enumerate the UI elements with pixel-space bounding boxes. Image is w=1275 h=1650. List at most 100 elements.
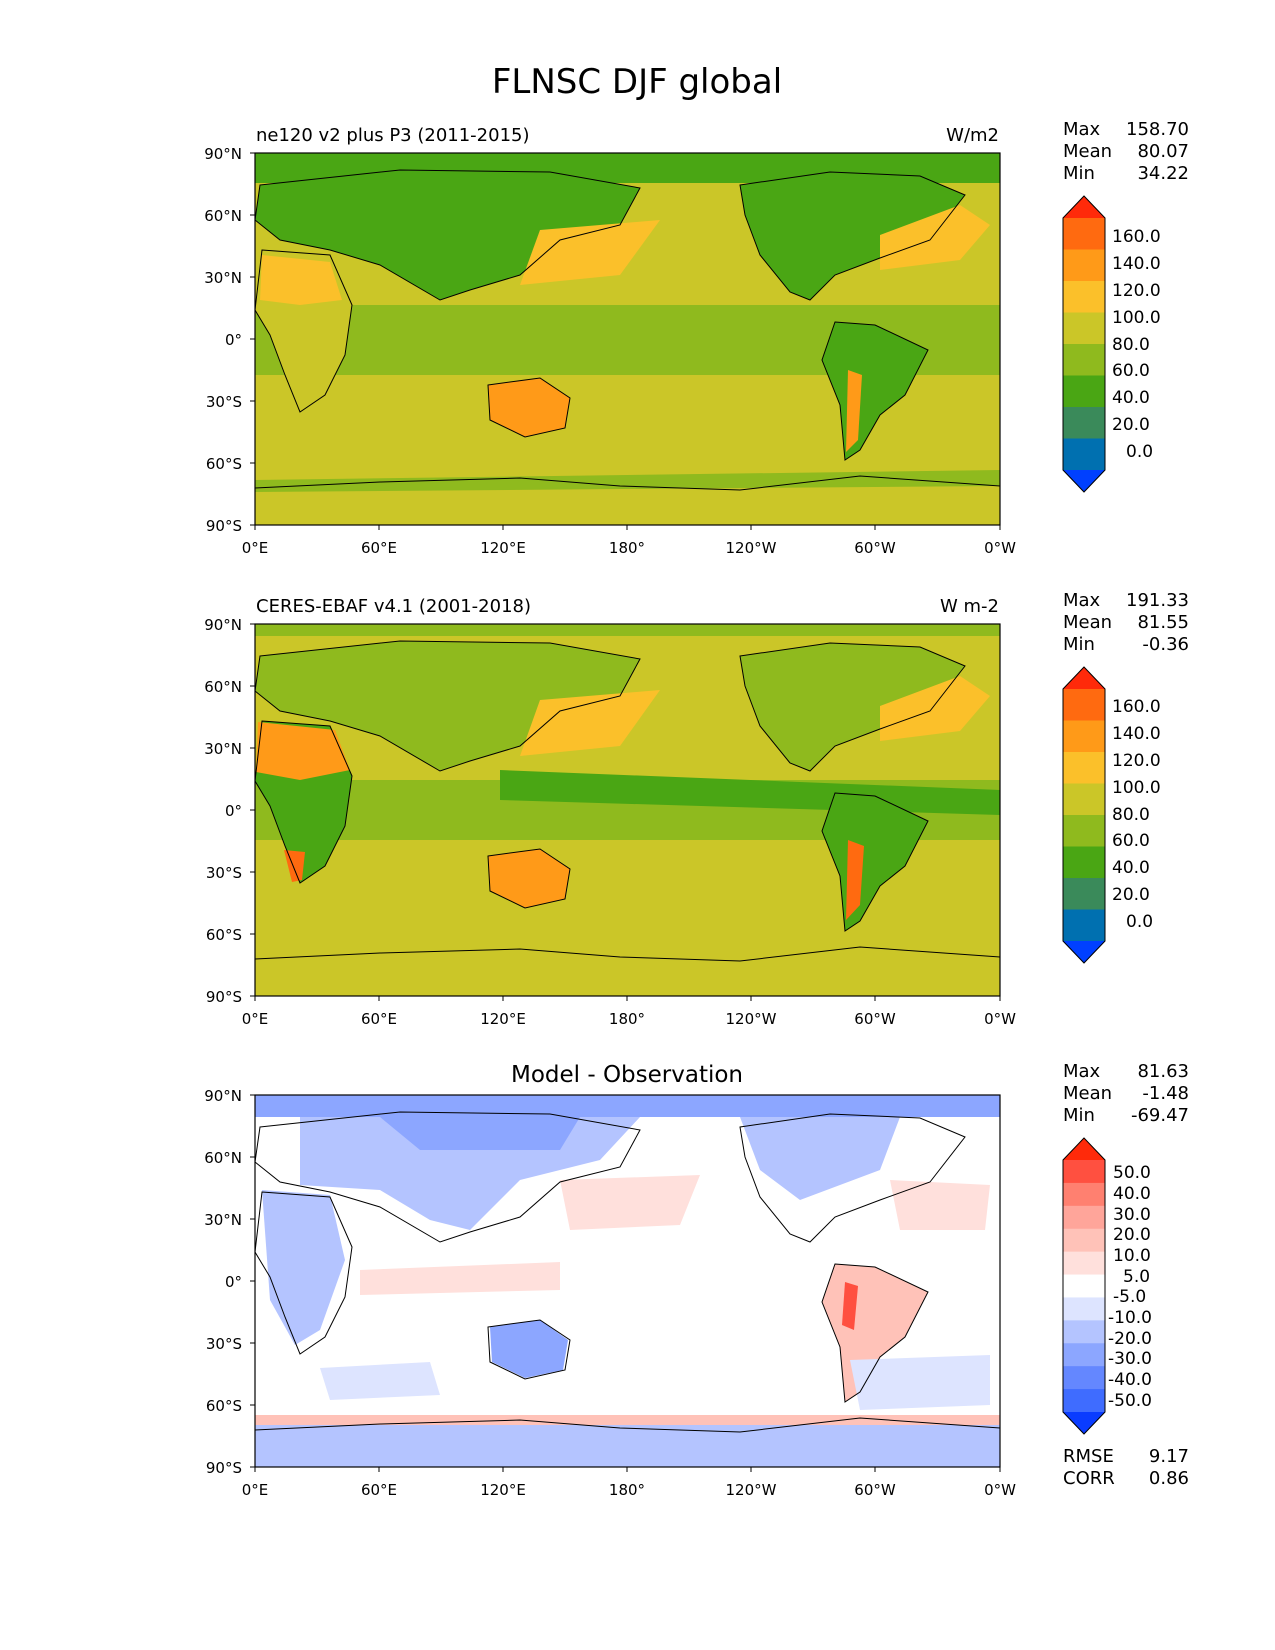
andes-positive [842, 1282, 858, 1330]
colorbar-tick-label: -20.0 [1108, 1329, 1152, 1349]
y-tick-label: 0° [225, 802, 242, 820]
colorbar [1062, 1137, 1106, 1435]
x-tick-label: 0°W [984, 539, 1016, 557]
andes-warm [846, 370, 862, 452]
x-tick-label: 120°E [480, 1481, 526, 1499]
antarctic-land [255, 959, 1000, 996]
colorbar-segment [1063, 375, 1105, 408]
equatorial-positive [360, 1262, 560, 1295]
colorbar-tick-label: 0.0 [1126, 912, 1153, 932]
x-tick-label: 120°W [726, 1481, 777, 1499]
x-tick-mark [254, 525, 1001, 530]
x-axis: 0°E 60°E 120°E 180° 120°W 60°W 0°W [242, 996, 1016, 1028]
colorbar-segment [1063, 407, 1105, 439]
colorbar-segment [1063, 281, 1105, 313]
stat-mean-value: 80.07 [1137, 141, 1189, 162]
stat-max-value: 158.70 [1126, 119, 1189, 140]
colorbar-tick-label: -5.0 [1113, 1287, 1146, 1307]
x-tick-mark [254, 1467, 1001, 1472]
stat-min-value: -0.36 [1142, 634, 1189, 655]
panel-title: ne120 v2 plus P3 (2011-2015) [256, 125, 530, 146]
x-axis: 0°E 60°E 120°E 180° 120°W 60°W 0°W [242, 1467, 1016, 1499]
corr-label: CORR [1063, 1468, 1115, 1489]
x-tick-label: 120°E [480, 539, 526, 557]
x-tick-label: 60°E [361, 1010, 397, 1028]
colorbar-segment [1063, 909, 1105, 942]
land-australia [488, 378, 570, 437]
colorbar-segment [1063, 846, 1105, 879]
africa-negative [262, 1190, 345, 1345]
colorbar-segment [1063, 1274, 1105, 1298]
colorbar-outline [1062, 666, 1106, 964]
x-tick-label: 0°E [242, 1481, 269, 1499]
colorbar-segment [1063, 815, 1105, 847]
y-tick-label: 60°N [204, 207, 242, 225]
stat-mean-label: Mean [1063, 1083, 1112, 1104]
rmse-label: RMSE [1063, 1446, 1114, 1467]
x-tick-label: 120°E [480, 1010, 526, 1028]
y-tick-label: 90°N [204, 616, 242, 634]
colorbar-tick-label: -30.0 [1108, 1349, 1152, 1369]
y-tick-label: 90°N [204, 1087, 242, 1105]
x-tick-label: 120°W [726, 1010, 777, 1028]
colorbar-labels: 160.0 140.0 120.0 100.0 80.0 60.0 40.0 2… [1112, 697, 1161, 932]
land-eurasia [255, 170, 640, 300]
map-field [255, 624, 1000, 996]
stat-max-label: Max [1063, 590, 1101, 611]
colorbar-segment [1063, 783, 1105, 816]
arctic-negative [255, 1095, 1000, 1117]
colorbar-tick-label: 100.0 [1112, 308, 1161, 328]
antarctic-land [255, 488, 1000, 525]
southern-ocean-negative [320, 1362, 440, 1400]
stats-block: Max 191.33 Mean 81.55 Min -0.36 [1063, 590, 1189, 655]
y-tick-label: 60°N [204, 678, 242, 696]
colorbar [1062, 666, 1106, 964]
colorbar-tick-label: 20.0 [1112, 415, 1150, 435]
gulfstream-warm [880, 676, 990, 741]
colorbar-segment [1063, 312, 1105, 345]
coastline [255, 1111, 1000, 1433]
namerica-negative [740, 1117, 900, 1200]
x-tick-label: 0°E [242, 1010, 269, 1028]
colorbar-tick-label: 120.0 [1112, 751, 1161, 771]
y-axis: 90°N 60°N 30°N 0° 30°S 60°S 90°S [204, 1087, 255, 1477]
x-tick-label: 60°W [854, 539, 896, 557]
pacific-positive [560, 1175, 700, 1230]
x-tick-label: 0°E [242, 539, 269, 557]
x-tick-label: 60°E [361, 1481, 397, 1499]
y-tick-label: 0° [225, 331, 242, 349]
x-tick-mark [254, 996, 1001, 1001]
colorbar-labels: 160.0 140.0 120.0 100.0 80.0 60.0 40.0 2… [1112, 227, 1161, 462]
colorbar-segment [1063, 1297, 1105, 1321]
stat-min-value: 34.22 [1137, 163, 1189, 184]
stat-max-label: Max [1063, 119, 1101, 140]
colorbar-segment [1063, 1251, 1105, 1276]
sahara-warm [260, 255, 342, 305]
colorbar-extend-min [1063, 941, 1105, 963]
colorbar-outline [1062, 1137, 1106, 1435]
colorbar-extend-min [1063, 470, 1105, 492]
colorbar-tick-label: 80.0 [1112, 335, 1150, 355]
panel-difference: Model - Observation [204, 1061, 1189, 1499]
y-tick-label: 30°S [206, 393, 242, 411]
y-tick-label: 90°S [206, 517, 242, 535]
colorbar-extend-max [1063, 667, 1105, 689]
gulfstream-warm [880, 205, 990, 270]
colorbar-extend-max [1063, 196, 1105, 218]
colorbar-tick-label: 140.0 [1112, 254, 1161, 274]
colorbar-segment [1063, 1320, 1105, 1344]
stat-min-label: Min [1063, 634, 1095, 655]
colorbar-tick-label: 60.0 [1112, 831, 1150, 851]
x-tick-label: 0°W [984, 1481, 1016, 1499]
stat-mean-label: Mean [1063, 141, 1112, 162]
colorbar-tick-label: 80.0 [1112, 805, 1150, 825]
x-tick-label: 180° [609, 1010, 645, 1028]
colorbar-segment [1063, 218, 1105, 250]
colorbar-tick-label: 40.0 [1112, 858, 1150, 878]
colorbar-tick-label: 40.0 [1112, 388, 1150, 408]
x-tick-label: 60°E [361, 539, 397, 557]
stat-mean-value: -1.48 [1142, 1083, 1189, 1104]
arctic-band [255, 624, 1000, 636]
colorbar-segment [1063, 438, 1105, 471]
colorbar-segment [1063, 1343, 1105, 1367]
